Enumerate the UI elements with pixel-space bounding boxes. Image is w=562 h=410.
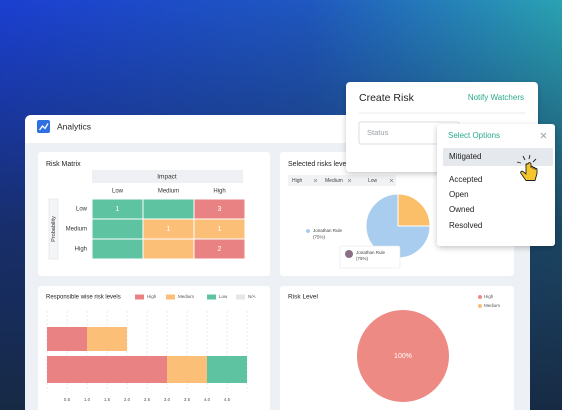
tooltip-text: (75%) (356, 256, 369, 261)
legend-dot (478, 295, 482, 299)
x-tick-label: 3.5 (184, 397, 191, 402)
legend-label: Medium (484, 303, 500, 308)
bar-segment (167, 356, 207, 383)
analytics-icon-line (38, 123, 49, 131)
matrix-cell (142, 198, 195, 220)
legend-label: Medium (178, 294, 194, 299)
legend-dot (478, 304, 482, 308)
axis-label: Probability (51, 216, 57, 242)
axis-label: Impact (157, 174, 177, 181)
axis-header (48, 198, 59, 260)
dropdown-option[interactable]: Mitigated (449, 152, 481, 161)
column-label: Low (112, 189, 124, 195)
matrix-cell (91, 238, 144, 260)
dropdown-title: Select Options (448, 131, 500, 140)
chip-remove[interactable] (389, 178, 394, 183)
legend-swatch (135, 294, 144, 300)
avatar (345, 250, 353, 258)
pie-label: 100% (394, 353, 412, 360)
legend-label: N/A (248, 294, 256, 299)
filter-chip[interactable]: Low (368, 178, 378, 184)
cell-value: 1 (167, 226, 171, 233)
chip-remove[interactable] (347, 178, 352, 183)
x-tick-label: 1.5 (104, 397, 111, 402)
charts: Low Medium High Low 1 3 Medium 1 1 High 2 High Mediu… (46, 175, 500, 402)
card-title: Responsible wise risk levels (46, 295, 121, 301)
card-title: Risk Level (288, 294, 319, 301)
legend-swatch (207, 294, 216, 300)
notify-watchers-link[interactable]: Notify Watchers (468, 93, 524, 102)
matrix-cell (193, 238, 246, 260)
x-tick-label: 3.0 (164, 397, 171, 402)
x-tick-label: 1.0 (84, 397, 91, 402)
filter-chip[interactable]: Medium (325, 178, 343, 184)
legend-swatch (166, 294, 175, 300)
matrix-cell (142, 238, 195, 260)
x-tick-label: 0.5 (64, 397, 71, 402)
card-title: Selected risks level (288, 161, 348, 168)
bar-segment (87, 327, 127, 351)
bar-segment (47, 356, 167, 383)
tooltip (339, 245, 401, 269)
x-tick-label: 4.5 (224, 397, 231, 402)
matrix-cell (91, 218, 144, 240)
dropdown-option[interactable]: Open (449, 190, 469, 199)
column-label: Medium (158, 189, 179, 195)
column-label: High (213, 189, 225, 195)
cell-value: 1 (116, 206, 120, 213)
cursor (516, 154, 538, 181)
dropdown-option[interactable]: Resolved (449, 221, 482, 230)
cell-value: 1 (218, 226, 222, 233)
legend-dot (306, 229, 310, 233)
legend-label: (75%) (313, 235, 326, 240)
legend-swatch (236, 294, 245, 300)
legend-label: High (484, 294, 494, 299)
dialog-title: Create Risk (359, 92, 415, 104)
axis-header (92, 170, 243, 183)
filter-bar (288, 175, 396, 186)
tooltip-text: Jonathan Rule (356, 250, 386, 255)
card-title: Risk Matrix (46, 161, 81, 168)
bar-segment (47, 327, 87, 351)
dropdown-close[interactable] (540, 132, 547, 139)
dropdown-options: Mitigated Accepted Open Owned Resolved (443, 148, 553, 230)
x-tick-label: 2.0 (124, 397, 131, 402)
dropdown-option[interactable]: Accepted (449, 175, 482, 184)
chip-remove[interactable] (313, 178, 318, 183)
bar-segment (207, 356, 247, 383)
row-label: Low (76, 207, 88, 213)
pie-slice (397, 193, 431, 227)
option-highlight (443, 148, 553, 166)
legend-label: Jonathan Rule (313, 228, 343, 233)
dropdown-option[interactable]: Owned (449, 205, 474, 214)
panel-title: Analytics (57, 121, 91, 131)
row-label: High (75, 247, 87, 253)
x-tick-label: 2.5 (144, 397, 151, 402)
legend-label: Low (219, 294, 228, 299)
filter-chip[interactable]: High (292, 178, 303, 184)
x-tick-label: 4.0 (204, 397, 211, 402)
cell-value: 2 (218, 246, 222, 253)
row-label: Medium (66, 227, 87, 233)
input-placeholder: Status (367, 128, 389, 137)
legend-label: High (147, 294, 157, 299)
cell-value: 3 (218, 206, 222, 213)
pie-slice (357, 310, 449, 402)
